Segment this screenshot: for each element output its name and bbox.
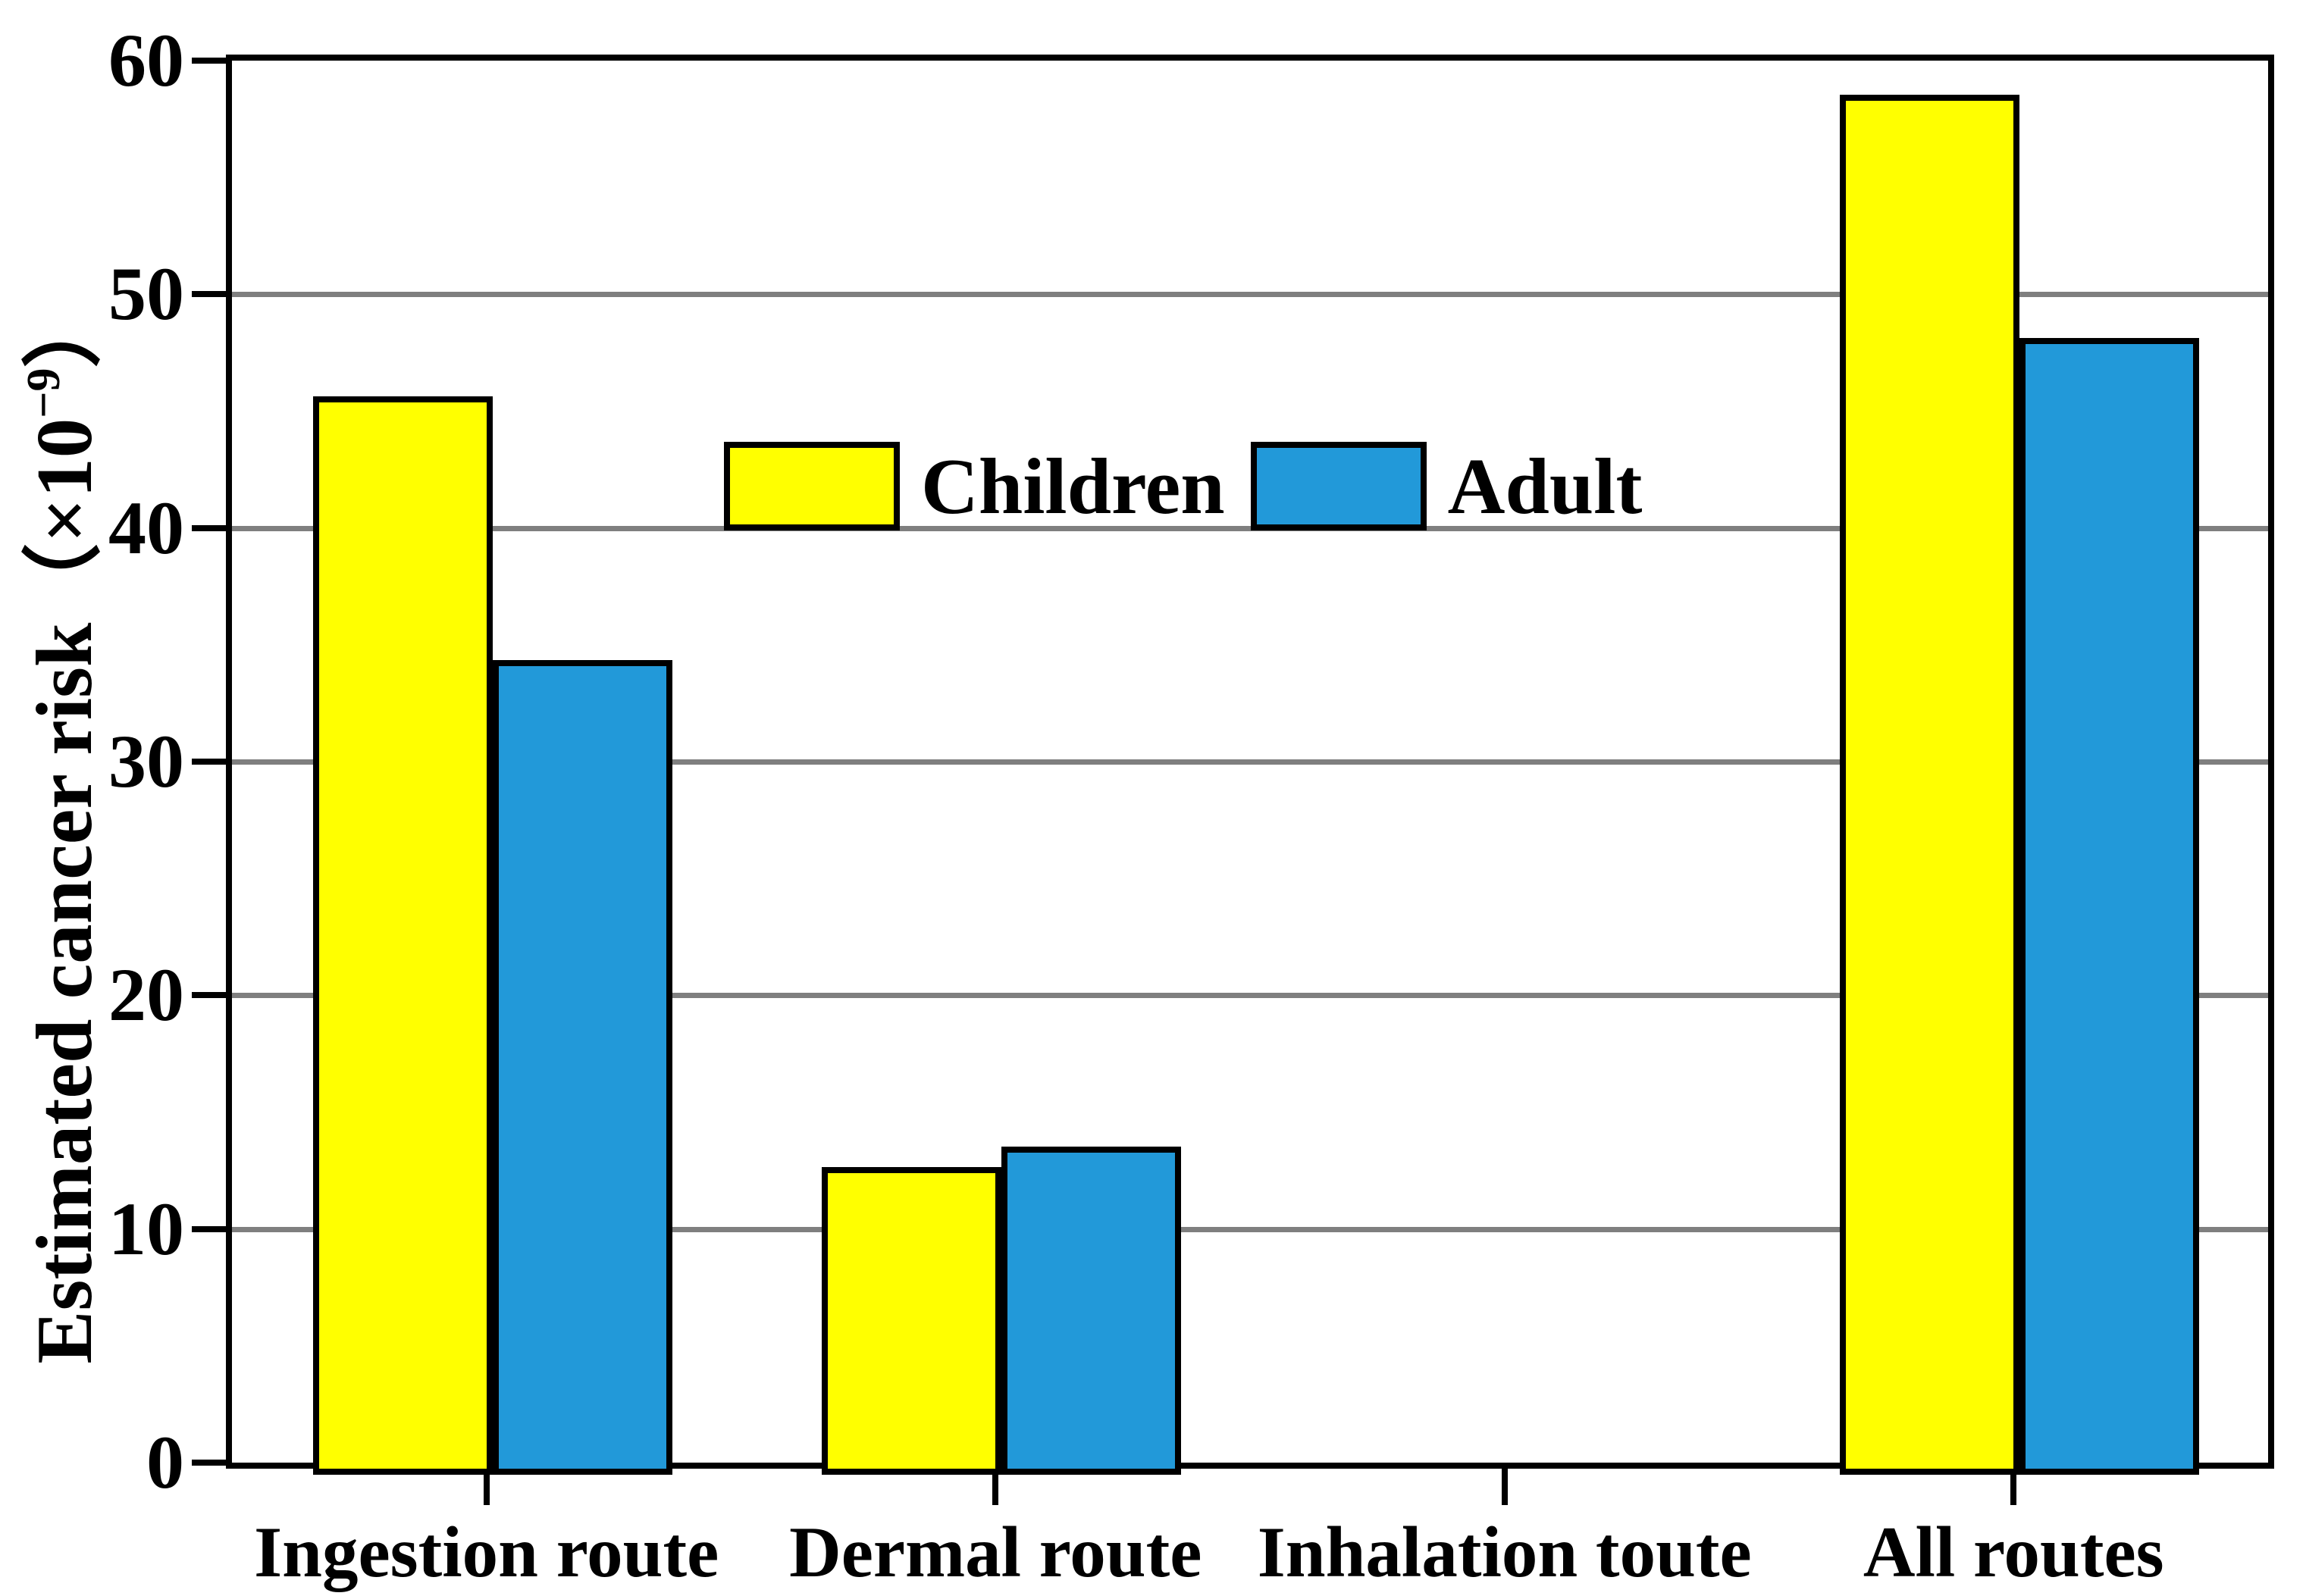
y-tick-mark-60 xyxy=(192,58,226,64)
legend-swatch-children xyxy=(724,442,900,530)
legend-swatch-adult xyxy=(1250,442,1427,530)
x-category-label-1: Ingestion route xyxy=(254,1512,719,1592)
legend: Children Adult xyxy=(724,442,1642,530)
y-tick-label-10: 10 xyxy=(108,1186,184,1271)
y-tick-label-20: 20 xyxy=(108,953,184,1037)
gridline-y-30 xyxy=(232,759,2268,765)
y-tick-mark-20 xyxy=(192,992,226,999)
bar-children-1 xyxy=(312,396,493,1475)
bar-adult-1 xyxy=(492,660,672,1475)
gridline-y-40 xyxy=(232,525,2268,531)
gridline-y-20 xyxy=(232,993,2268,999)
bar-children-4 xyxy=(1840,95,2020,1475)
gridline-y-10 xyxy=(232,1226,2268,1232)
y-tick-label-60: 60 xyxy=(108,18,184,102)
y-tick-label-0: 0 xyxy=(146,1420,184,1504)
y-axis-title-exponent: −9 xyxy=(18,368,70,418)
x-tick-mark-4 xyxy=(2010,1469,2017,1505)
x-tick-mark-3 xyxy=(1501,1469,1508,1505)
bar-children-2 xyxy=(822,1167,1002,1475)
plot-area xyxy=(226,55,2274,1475)
y-tick-mark-10 xyxy=(192,1225,226,1232)
x-category-label-4: All routes xyxy=(1863,1512,2164,1592)
legend-label-adult: Adult xyxy=(1447,442,1643,530)
y-tick-mark-40 xyxy=(192,524,226,531)
x-tick-mark-1 xyxy=(483,1469,490,1505)
bar-adult-4 xyxy=(2019,337,2200,1475)
legend-label-children: Children xyxy=(921,442,1225,530)
x-category-label-3: Inhalation toute xyxy=(1257,1512,1752,1592)
y-tick-mark-30 xyxy=(192,759,226,765)
x-category-label-2: Dermal route xyxy=(789,1512,1202,1592)
y-tick-mark-0 xyxy=(192,1460,226,1466)
x-tick-mark-2 xyxy=(992,1469,999,1505)
y-tick-label-40: 40 xyxy=(108,485,184,570)
y-tick-mark-50 xyxy=(192,291,226,298)
y-tick-label-30: 30 xyxy=(108,719,184,803)
gridline-y-50 xyxy=(232,292,2268,298)
y-tick-label-50: 50 xyxy=(108,252,184,336)
bar-adult-2 xyxy=(1001,1146,1182,1475)
